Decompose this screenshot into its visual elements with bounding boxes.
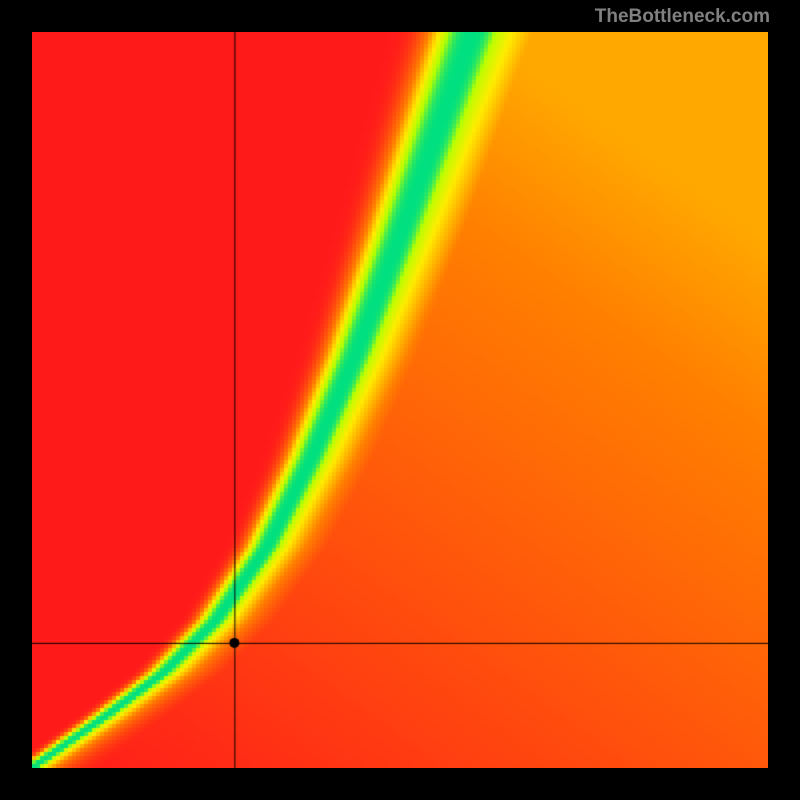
- heatmap-canvas: [32, 32, 768, 768]
- heatmap-plot-area: [32, 32, 768, 768]
- watermark-text: TheBottleneck.com: [595, 6, 770, 28]
